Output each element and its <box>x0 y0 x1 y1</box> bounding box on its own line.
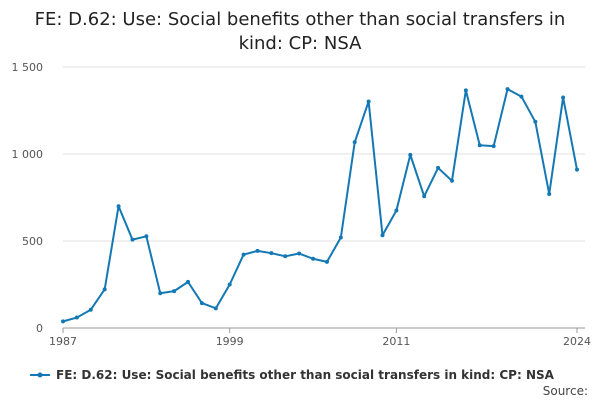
data-point <box>88 307 93 312</box>
data-point <box>241 252 246 257</box>
data-point <box>519 94 524 99</box>
data-point <box>213 306 218 311</box>
data-point <box>283 254 288 259</box>
data-point <box>561 95 566 100</box>
data-point <box>408 152 413 157</box>
series <box>61 87 579 324</box>
data-point <box>380 233 385 238</box>
data-point <box>311 256 316 261</box>
data-point <box>505 87 510 92</box>
data-point <box>338 235 343 240</box>
data-point <box>477 143 482 148</box>
x-tick-label: 2024 <box>563 335 591 348</box>
data-point <box>422 194 427 199</box>
data-point <box>463 88 468 93</box>
data-point <box>491 144 496 149</box>
y-tick-label: 0 <box>36 322 43 335</box>
series-line <box>62 88 578 323</box>
data-point <box>366 99 371 104</box>
data-point <box>324 259 329 264</box>
data-point <box>186 279 191 284</box>
x-tick-label: 1999 <box>216 335 244 348</box>
x-tick-label: 2011 <box>382 335 410 348</box>
data-point <box>575 167 579 172</box>
data-point <box>199 301 204 306</box>
data-point <box>227 282 232 287</box>
data-point <box>255 248 260 253</box>
legend-swatch-icon <box>30 372 50 378</box>
x-tick-labels: 1987 1999 2011 2024 <box>49 335 591 348</box>
legend-label: FE: D.62: Use: Social benefits other tha… <box>56 368 554 382</box>
data-point <box>116 204 121 209</box>
data-point <box>61 319 65 324</box>
chart-title: FE: D.62: Use: Social benefits other tha… <box>34 9 566 54</box>
source-label: Source: <box>542 384 588 398</box>
data-point <box>130 237 135 242</box>
x-tick-label: 1987 <box>49 335 77 348</box>
data-point <box>102 287 107 292</box>
data-point <box>74 315 79 320</box>
data-point <box>547 192 552 197</box>
data-point <box>352 140 357 145</box>
y-tick-label: 500 <box>22 235 43 248</box>
x-axis <box>62 327 585 333</box>
data-point <box>269 251 274 256</box>
y-axis: 0 500 1 000 1 500 <box>12 61 44 335</box>
data-point <box>297 251 302 256</box>
data-point <box>449 178 454 183</box>
legend: FE: D.62: Use: Social benefits other tha… <box>30 366 554 384</box>
data-point <box>436 165 441 170</box>
data-point <box>394 208 399 213</box>
data-point <box>158 291 163 296</box>
gridlines <box>63 66 585 242</box>
data-point <box>533 119 538 124</box>
y-tick-label: 1 500 <box>12 61 44 74</box>
data-point <box>144 234 149 239</box>
y-tick-label: 1 000 <box>12 148 44 161</box>
data-point <box>172 289 177 294</box>
